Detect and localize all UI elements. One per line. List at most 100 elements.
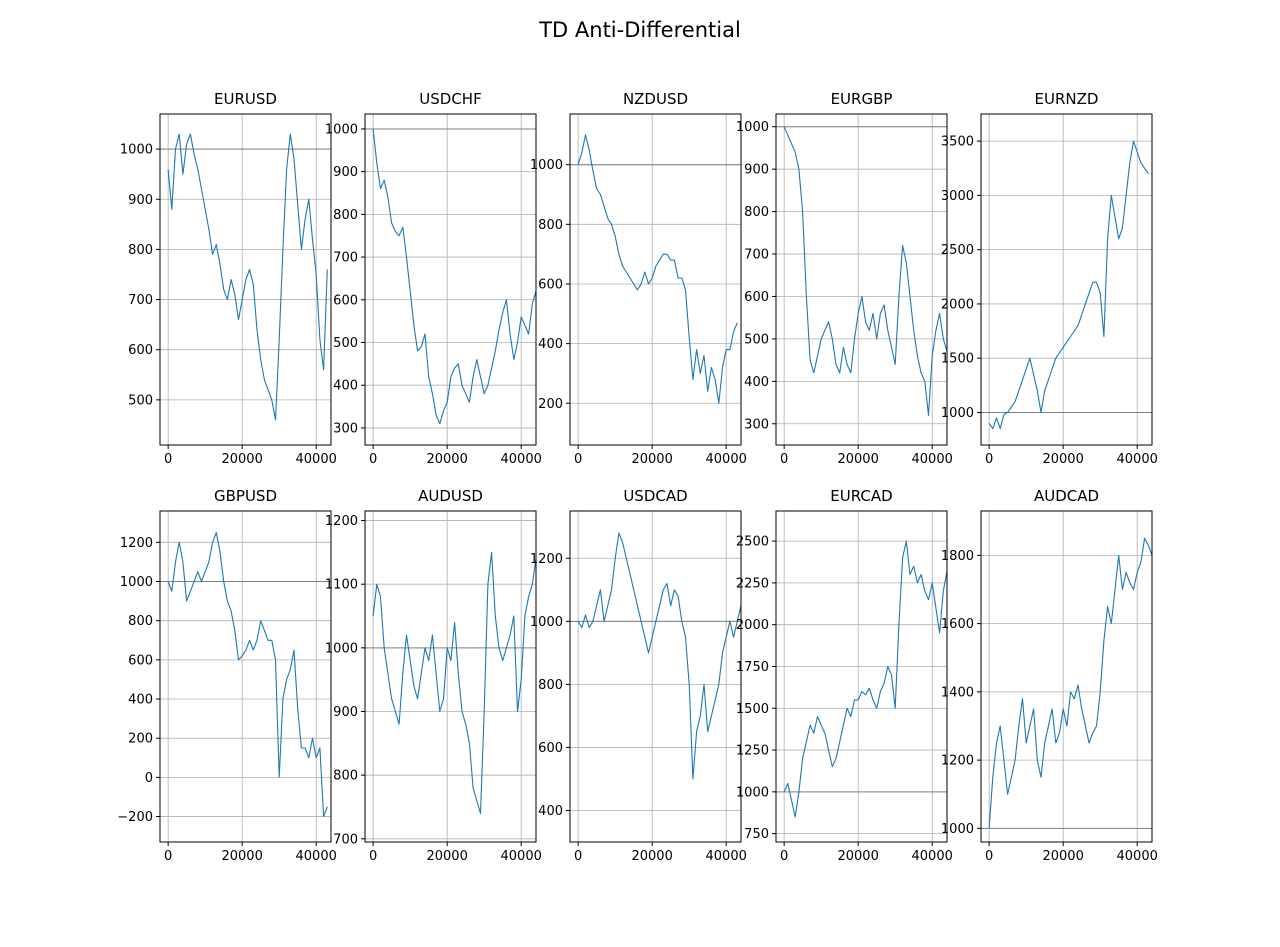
y-tick-label: 200	[128, 732, 153, 747]
y-tick-label: 1000	[120, 575, 153, 590]
x-tick-label: 40000	[1117, 452, 1158, 467]
y-tick-label: 1000	[530, 615, 563, 630]
subplot-title: USDCHF	[419, 90, 481, 108]
x-tick-label: 0	[369, 452, 377, 467]
x-tick-label: 0	[985, 849, 993, 864]
subplot-title: NZDUSD	[623, 90, 688, 108]
y-tick-label: 1000	[941, 406, 974, 421]
x-tick-label: 20000	[426, 452, 467, 467]
y-tick-label: 3500	[941, 135, 974, 150]
y-tick-label: 2000	[941, 297, 974, 312]
axes-frame	[569, 510, 742, 843]
y-tick-label: 1200	[530, 552, 563, 567]
y-tick-label: 400	[538, 804, 563, 819]
y-tick-label: 1500	[941, 352, 974, 367]
y-tick-label: 700	[744, 248, 769, 263]
axes-frame	[980, 113, 1153, 446]
x-tick-label: 0	[574, 849, 582, 864]
y-tick-label: 1250	[736, 744, 769, 759]
series-line	[167, 133, 328, 421]
y-tick-label: 400	[333, 379, 358, 394]
axes-frame	[159, 113, 332, 446]
axes-frame	[364, 113, 537, 446]
y-tick-label: 1200	[325, 514, 358, 529]
series-line	[577, 134, 738, 404]
subplot-usdchf: 0 20000 40000 300 400 500 600 700 800 900 1000 USDC…	[325, 90, 542, 467]
subplot-title: GBPUSD	[214, 487, 277, 505]
series-line	[577, 532, 742, 780]
y-tick-label: 600	[744, 290, 769, 305]
series-line	[988, 140, 1149, 430]
axes-frame	[775, 113, 948, 446]
y-tick-label: 700	[333, 832, 358, 847]
x-tick-label: 20000	[221, 452, 262, 467]
x-tick-label: 20000	[1042, 452, 1083, 467]
series-line	[783, 126, 948, 416]
figure-title: TD Anti-Differential	[538, 18, 741, 42]
x-tick-label: 0	[574, 452, 582, 467]
y-tick-label: 600	[128, 653, 153, 668]
y-tick-label: 900	[333, 705, 358, 720]
series-line	[372, 128, 537, 425]
x-tick-label: 0	[164, 849, 172, 864]
y-tick-label: 1000	[941, 822, 974, 837]
y-tick-label: 1750	[736, 660, 769, 675]
x-tick-label: 40000	[296, 452, 337, 467]
y-tick-label: 1000	[120, 143, 153, 158]
y-tick-label: 800	[538, 678, 563, 693]
subplot-audcad: 0 20000 40000 1000 1200 1400 1600 1800 AUDCAD	[941, 487, 1158, 864]
x-tick-label: 0	[780, 452, 788, 467]
subplot-title: AUDCAD	[1034, 487, 1099, 505]
y-tick-label: 2500	[736, 535, 769, 550]
y-tick-label: 900	[333, 165, 358, 180]
y-tick-label: 1400	[941, 685, 974, 700]
y-tick-label: 1100	[325, 578, 358, 593]
y-tick-label: 400	[128, 693, 153, 708]
y-tick-label: 800	[128, 243, 153, 258]
y-tick-label: 1600	[941, 617, 974, 632]
x-tick-label: 0	[985, 452, 993, 467]
axes-frame	[159, 510, 332, 843]
x-tick-label: 40000	[912, 452, 953, 467]
y-tick-label: 300	[744, 417, 769, 432]
x-tick-label: 40000	[501, 849, 542, 864]
x-tick-label: 20000	[837, 849, 878, 864]
y-tick-label: 800	[333, 769, 358, 784]
subplot-gbpusd: 0 20000 40000 −200 0 200 400 600 800 1000 1200 GBPU…	[117, 487, 337, 864]
y-tick-label: 1000	[530, 158, 563, 173]
y-tick-label: 1800	[941, 549, 974, 564]
y-tick-label: 2500	[941, 243, 974, 258]
subplot-eurusd: 0 20000 40000 500 600 700 800 900 1000 EURUSD	[120, 90, 337, 467]
x-tick-label: 40000	[1117, 849, 1158, 864]
y-tick-label: 2000	[736, 618, 769, 633]
y-tick-label: 0	[145, 771, 153, 786]
y-tick-label: 1000	[736, 120, 769, 135]
subplot-title: EURNZD	[1035, 90, 1099, 108]
x-tick-label: 40000	[912, 849, 953, 864]
subplot-audusd: 0 20000 40000 700 800 900 1000 1100 1200 AUDUSD	[325, 487, 542, 864]
y-tick-label: 600	[333, 293, 358, 308]
axes-frame	[980, 510, 1153, 843]
y-tick-label: 750	[744, 827, 769, 842]
x-tick-label: 40000	[296, 849, 337, 864]
series-line	[783, 540, 948, 818]
series-line	[372, 551, 537, 814]
subplot-usdcad: 0 20000 40000 400 600 800 1000 1200 USDCAD	[530, 487, 747, 864]
x-tick-label: 0	[780, 849, 788, 864]
axes-frame	[569, 113, 742, 446]
y-tick-label: 300	[333, 421, 358, 436]
y-tick-label: 3000	[941, 189, 974, 204]
y-tick-label: 800	[744, 205, 769, 220]
subplot-title: EURUSD	[214, 90, 277, 108]
subplot-title: USDCAD	[623, 487, 687, 505]
axes-frame	[364, 510, 537, 843]
y-tick-label: 1000	[325, 641, 358, 656]
y-tick-label: 500	[333, 336, 358, 351]
y-tick-label: 700	[333, 251, 358, 266]
y-tick-label: 700	[128, 293, 153, 308]
y-tick-label: 600	[538, 741, 563, 756]
x-tick-label: 20000	[426, 849, 467, 864]
y-tick-label: 500	[744, 332, 769, 347]
